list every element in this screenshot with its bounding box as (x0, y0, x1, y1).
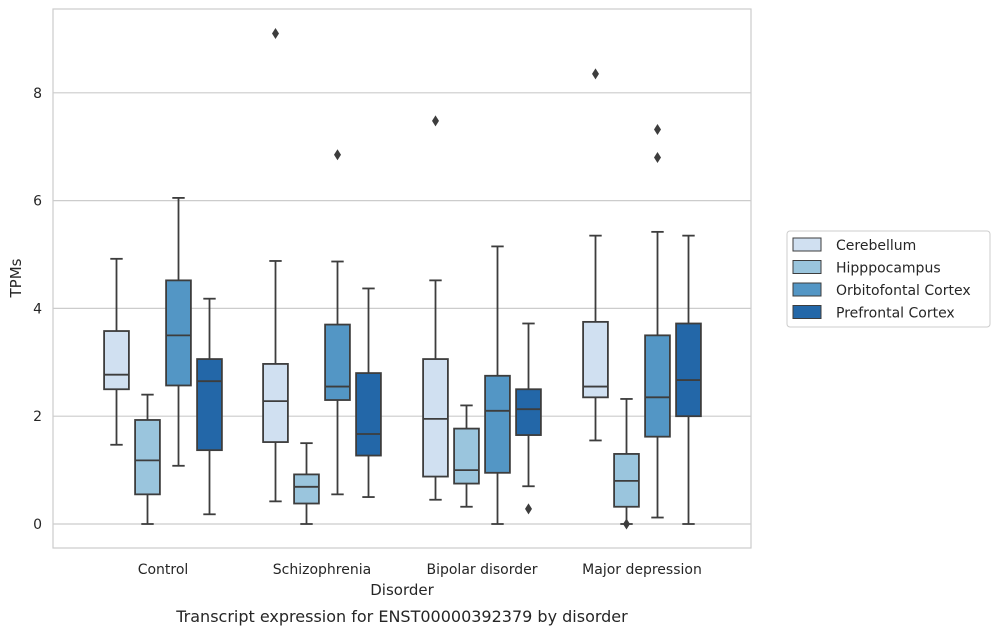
outlier-point (272, 28, 279, 40)
box-body (262, 363, 289, 443)
x-tick-label: Schizophrenia (273, 562, 371, 578)
box-body (644, 334, 671, 438)
box-3-0 (582, 68, 609, 442)
box-3-2 (644, 123, 671, 519)
box-2-1 (453, 404, 480, 508)
y-tick-label: 8 (33, 86, 42, 102)
legend-frame (786, 230, 991, 328)
box-1-2 (324, 149, 351, 496)
box-body (355, 372, 382, 457)
outlier-point (654, 151, 661, 163)
legend-label: Prefrontal Cortex (836, 306, 955, 322)
x-axis-title: Disorder (370, 581, 434, 599)
box-body (422, 358, 449, 478)
legend-swatch (792, 282, 822, 297)
box-2-3 (515, 322, 542, 515)
legend-label: Cerebellum (836, 238, 916, 254)
box-3-3 (675, 234, 702, 525)
outlier-point (592, 68, 599, 80)
box-body (196, 358, 223, 452)
outlier-point (432, 115, 439, 127)
box-0-2 (165, 197, 192, 467)
x-tick-label: Major depression (582, 562, 702, 578)
legend: Cerebellum Hipppocampus Orbitofontal Corte… (786, 230, 991, 328)
box-0-0 (103, 257, 130, 446)
box-body (134, 419, 161, 496)
box-body (484, 374, 511, 474)
y-tick-label: 2 (33, 409, 42, 425)
box-body (103, 330, 130, 391)
box-body (324, 323, 351, 401)
box-3-1 (613, 398, 640, 530)
outlier-point (623, 518, 630, 530)
box-body (293, 473, 320, 505)
y-tick-label: 4 (33, 301, 42, 317)
box-body (675, 322, 702, 418)
box-0-1 (134, 393, 161, 525)
box-2-0 (422, 115, 449, 501)
boxes (103, 28, 702, 530)
figure-caption: Transcript expression for ENST0000039237… (175, 607, 628, 626)
box-1-3 (355, 287, 382, 498)
y-tick-labels: 0 2 4 6 8 (33, 86, 42, 533)
box-body (582, 320, 609, 399)
legend-swatch (792, 260, 822, 274)
y-tick-label: 0 (33, 517, 42, 533)
box-2-2 (484, 245, 511, 525)
x-tick-label: Control (138, 562, 189, 578)
outlier-point (525, 503, 532, 515)
box-body (453, 427, 480, 485)
outlier-point (334, 149, 341, 161)
x-tick-labels: Control Schizophrenia Bipolar disorder Majo… (138, 562, 702, 578)
x-tick-label: Bipolar disorder (426, 562, 537, 578)
box-0-3 (196, 297, 223, 516)
legend-label: Hipppocampus (836, 261, 941, 277)
y-axis-title: TPMs (7, 258, 25, 298)
outlier-point (654, 123, 661, 135)
legend-swatch (792, 305, 822, 319)
legend-swatch (792, 237, 822, 252)
box-body (515, 388, 542, 436)
y-tick-label: 6 (33, 194, 42, 210)
box-body (165, 279, 192, 387)
box-1-0 (262, 28, 289, 503)
box-1-1 (293, 442, 320, 525)
legend-label: Orbitofontal Cortex (836, 283, 971, 299)
